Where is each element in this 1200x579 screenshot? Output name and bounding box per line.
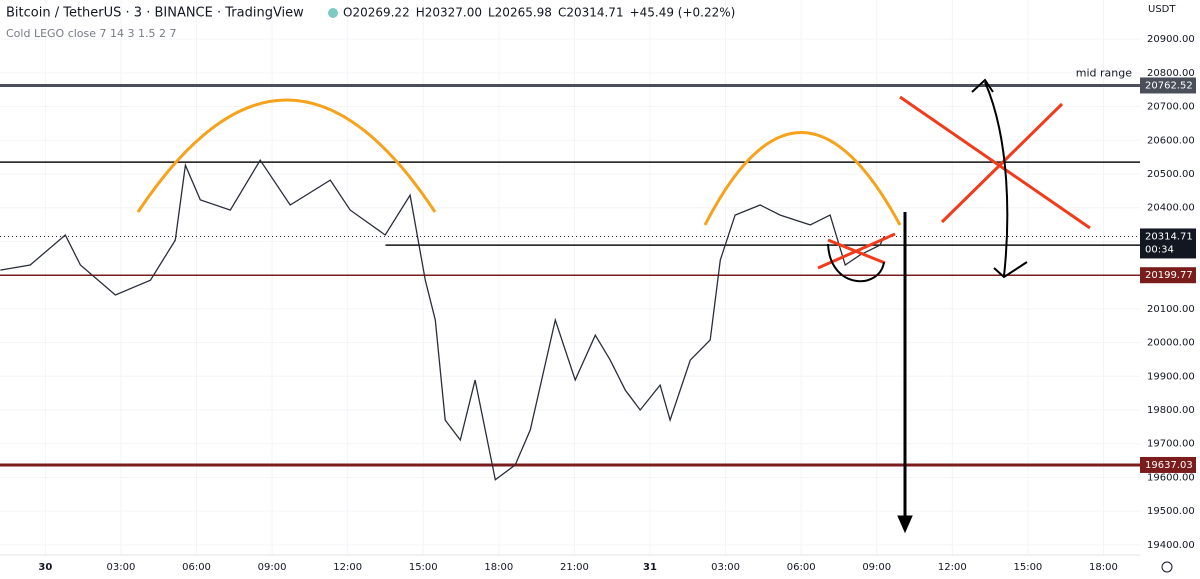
y-tick-label: 20700.00 [1147,102,1195,113]
indicator: Cold LEGO close 7 14 3 1.5 2 7 [6,27,177,40]
x-tick-label: 18:00 [484,562,513,573]
y-tick-label: 19800.00 [1147,405,1195,416]
ohlc-value: H20327.00 [416,6,482,20]
x-tick-label: 30 [38,562,52,573]
y-tick-label: 20600.00 [1147,135,1195,146]
level-label: mid range [1076,66,1132,79]
price-tag-label: 19637.03 [1145,460,1193,471]
plot: mid range [0,66,1140,481]
y-tick-label: 19900.00 [1147,371,1195,382]
arc [136,98,437,213]
y-tick-label: 20500.00 [1147,169,1195,180]
price-tag [1140,456,1196,473]
price-axis [1140,0,1200,579]
y-tick-label: 19400.00 [1147,540,1195,551]
symbol: Bitcoin / TetherUS · 3 · BINANCE · Tradi… [6,6,304,21]
x-tick-label: 15:00 [1013,562,1042,573]
arrow-head [897,515,913,534]
price-tag [1140,267,1196,284]
x-tick-label: 06:00 [787,562,816,573]
y-tick-label: 20900.00 [1147,34,1195,45]
currency[interactable]: USDT [1148,4,1176,15]
ohlc-value: L20265.98 [488,6,552,20]
price-tag [1140,77,1196,94]
time-axis [0,555,1200,579]
arrow-head [971,78,1028,279]
ohlc-value: C20314.71 [558,6,624,20]
price-tag [1140,228,1196,259]
x-tick-label: 06:00 [182,562,211,573]
annotations [136,78,1091,534]
price-tag-label: 20314.71 [1145,231,1193,242]
price-tag-label: 20762.52 [1145,80,1193,91]
axes: 19400.00 19500.00 19600.00 19700.00 19800.00… [38,34,1196,573]
ohlc-value: O20269.22 [343,6,410,20]
cross-line [827,238,886,265]
ohlc-value: +45.49 (+0.22%) [630,6,736,20]
ohlc: O20269.22 H20327.00 L20265.98 C20314.71 +45.… [343,6,735,20]
x-tick-label: 21:00 [560,562,589,573]
y-tick-label: 20100.00 [1147,304,1195,315]
x-tick-label: 03:00 [107,562,136,573]
x-tick-label: 18:00 [1089,562,1118,573]
x-tick-label: 03:00 [711,562,740,573]
x-tick-label: 09:00 [258,562,287,573]
y-tick-label: 20400.00 [1147,203,1195,214]
x-tick-label: 09:00 [862,562,891,573]
y-tick-label: 20000.00 [1147,338,1195,349]
arc [703,131,902,226]
range-arrow [984,81,1009,277]
price-line [0,158,885,481]
x-tick-label: 12:00 [333,562,362,573]
countdown: 00:34 [1145,244,1174,255]
circle [827,243,885,283]
cross-line [940,102,1064,224]
cross-line [899,95,1091,230]
y-tick-label: 20800.00 [1147,68,1195,79]
x-tick-label: 15:00 [409,562,438,573]
y-tick-label: 19600.00 [1147,472,1195,483]
y-tick-label: 19500.00 [1147,506,1195,517]
status-dot [328,8,338,18]
price-tag-label: 20199.77 [1145,270,1193,281]
settings-icon[interactable] [1161,561,1173,573]
x-tick-label: 31 [643,562,657,573]
y-tick-label: 19700.00 [1147,439,1195,450]
x-tick-label: 12:00 [938,562,967,573]
